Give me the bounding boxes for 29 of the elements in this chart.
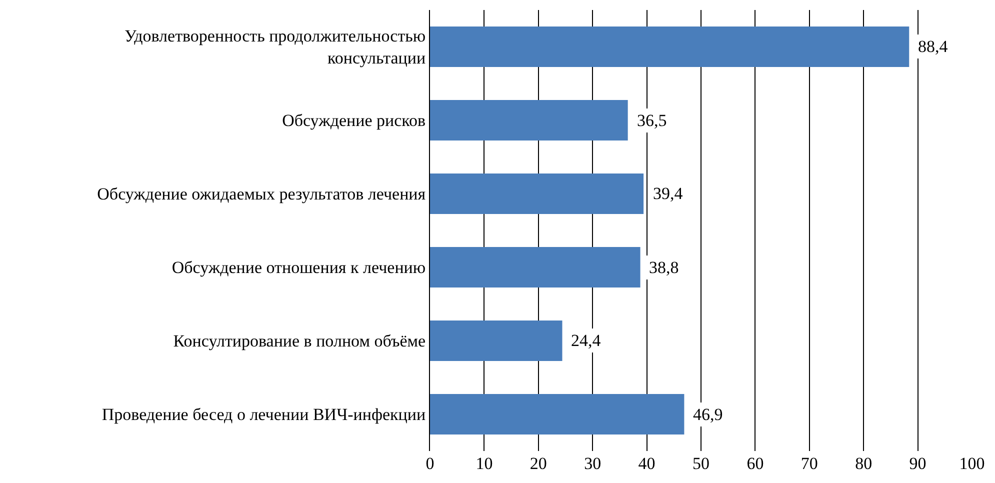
x-tick-label: 70 <box>800 454 818 473</box>
bar <box>430 394 684 434</box>
x-tick-label: 0 <box>426 454 434 473</box>
data-label: 38,8 <box>649 258 679 277</box>
data-label: 24,4 <box>571 331 602 350</box>
bar <box>430 26 910 67</box>
x-tick-label: 90 <box>909 454 926 473</box>
x-tick-label: 40 <box>638 454 656 473</box>
bar <box>430 247 640 288</box>
data-label: 46,9 <box>693 405 723 424</box>
bar <box>430 174 644 214</box>
y-tick-label: Обсуждение рисков <box>282 111 426 130</box>
bar <box>430 100 628 140</box>
y-tick-label: Обсуждение отношения к лечению <box>172 258 426 278</box>
x-tick-label: 30 <box>584 454 602 473</box>
x-tick-label: 50 <box>692 454 710 473</box>
x-tick-label: 10 <box>476 454 493 473</box>
x-tick-label: 80 <box>855 454 872 473</box>
data-label: 39,4 <box>653 184 684 203</box>
bar <box>430 320 562 361</box>
y-tick-label: Обсуждение ожидаемых результатов лечения <box>97 184 426 204</box>
data-label: 88,4 <box>918 37 948 56</box>
y-tick-label: Проведение бесед о лечении ВИЧ-инфекции <box>102 405 426 424</box>
x-tick-label: 100 <box>959 454 985 473</box>
x-tick-label: 60 <box>746 454 764 473</box>
y-tick-label: Консултирование в полном объёме <box>173 332 426 351</box>
y-tick-label: Удовлетворенность продолжительностью консультации <box>124 26 426 68</box>
x-tick-label: 20 <box>530 454 547 473</box>
data-label: 36,5 <box>637 111 667 130</box>
